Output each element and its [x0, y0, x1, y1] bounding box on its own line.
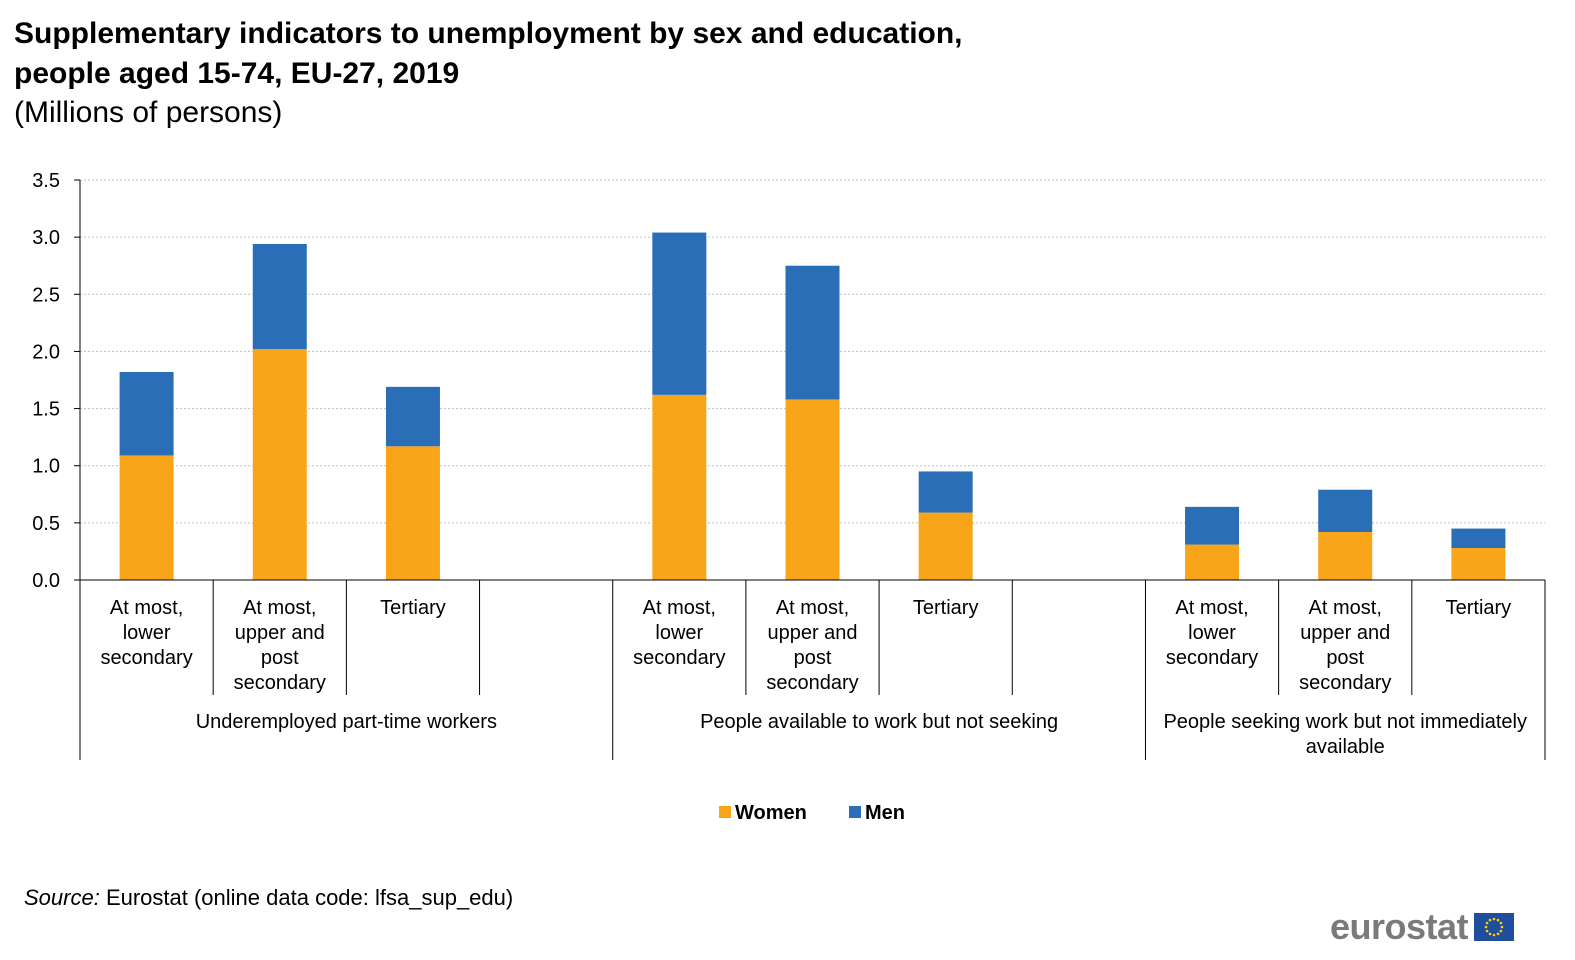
y-tick-label: 0.5: [32, 513, 60, 535]
y-tick-label: 2.0: [32, 341, 60, 363]
source-label: Source:: [24, 885, 100, 910]
legend-label-men: Men: [865, 802, 905, 824]
y-tick-label: 1.5: [32, 399, 60, 421]
group-label: Underemployed part-time workers: [196, 711, 497, 733]
category-label: secondary: [234, 672, 326, 694]
eurostat-logo-text: eurostat: [1330, 906, 1469, 947]
bar-men: [385, 386, 440, 447]
bar-women: [785, 399, 840, 580]
legend-label-women: Women: [735, 802, 807, 824]
group-label: available: [1306, 736, 1385, 758]
category-label: Tertiary: [380, 597, 446, 619]
group-label: People seeking work but not immediately: [1163, 711, 1527, 733]
group-label: People available to work but not seeking: [700, 711, 1058, 733]
bar-women: [1451, 548, 1506, 580]
chart-title: Supplementary indicators to unemployment…: [14, 14, 963, 94]
category-label: post: [1326, 647, 1364, 669]
category-label: At most,: [1309, 597, 1382, 619]
category-label: At most,: [1175, 597, 1248, 619]
category-label: At most,: [110, 597, 183, 619]
category-label: lower: [123, 622, 171, 644]
bar-men: [1185, 506, 1240, 545]
y-tick-label: 2.5: [32, 284, 60, 306]
bar-men: [1451, 528, 1506, 548]
category-label: At most,: [776, 597, 849, 619]
bar-women: [1185, 544, 1240, 580]
bar-women: [652, 394, 707, 580]
bar-men: [252, 244, 307, 350]
chart-title-line-2: people aged 15-74, EU-27, 2019: [14, 57, 460, 90]
y-tick-label: 3.5: [32, 170, 60, 192]
bar-women: [918, 512, 973, 580]
stacked-bar-chart: 0.0 0.5 1.0 1.5 2.0 2.5 3.0 3.5 At most, lower sec…: [32, 170, 1546, 824]
category-label: At most,: [643, 597, 716, 619]
category-label: post: [794, 647, 832, 669]
category-label: post: [261, 647, 299, 669]
source-text: Eurostat (online data code: lfsa_sup_edu…: [99, 885, 514, 910]
bar-women: [119, 455, 174, 580]
category-label: upper and: [767, 622, 857, 644]
category-label: upper and: [1300, 622, 1390, 644]
category-label: upper and: [235, 622, 325, 644]
bar-men: [1318, 489, 1373, 532]
y-tick-label: 3.0: [32, 227, 60, 249]
bar-women: [1318, 532, 1373, 580]
bar-men: [785, 265, 840, 400]
chart-title-line-1: Supplementary indicators to unemployment…: [14, 17, 963, 50]
category-label: secondary: [1166, 647, 1258, 669]
source-note: Source: Eurostat (online data code: lfsa…: [24, 883, 513, 913]
bar-women: [385, 446, 440, 580]
bar-men: [918, 471, 973, 513]
y-tick-label: 1.0: [32, 456, 60, 478]
category-label: Tertiary: [913, 597, 979, 619]
category-label: secondary: [1299, 672, 1391, 694]
chart-subtitle: (Millions of persons): [14, 96, 283, 129]
eu-flag-icon: [1474, 913, 1515, 941]
category-label: Tertiary: [1446, 597, 1512, 619]
category-label: secondary: [633, 647, 725, 669]
category-label: At most,: [243, 597, 316, 619]
bar-men: [119, 372, 174, 456]
category-label: secondary: [100, 647, 192, 669]
category-label: lower: [1188, 622, 1236, 644]
category-label: secondary: [766, 672, 858, 694]
category-label: lower: [655, 622, 703, 644]
y-tick-label: 0.0: [32, 570, 60, 592]
bar-women: [252, 349, 307, 580]
legend-swatch-women: [719, 806, 731, 818]
eurostat-logo: eurostat: [1330, 905, 1515, 949]
legend-swatch-men: [849, 806, 861, 818]
bar-men: [652, 232, 707, 395]
